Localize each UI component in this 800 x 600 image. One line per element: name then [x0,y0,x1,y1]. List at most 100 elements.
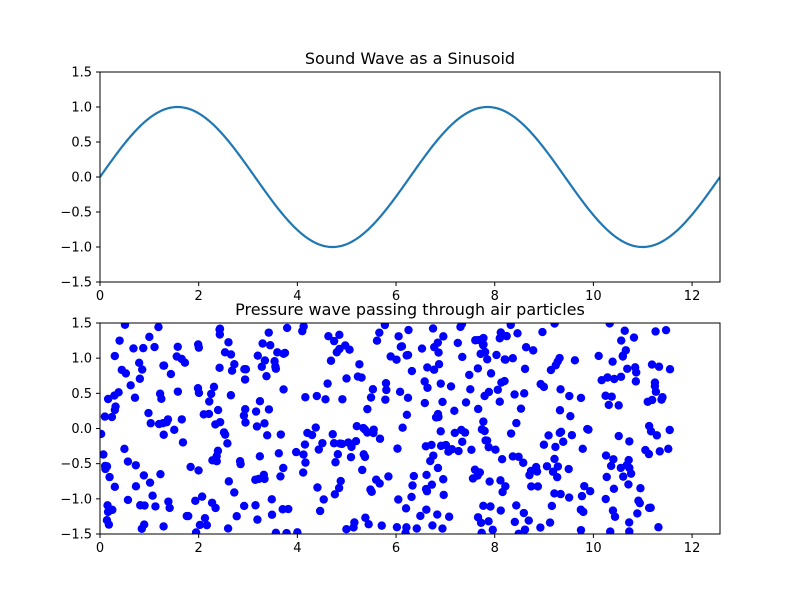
scatter-point [135,374,145,383]
scatter-point [154,323,163,332]
scatter-point [104,520,114,529]
scatter-point [481,436,490,445]
scatter-point [241,365,251,374]
scatter-point [260,419,269,428]
pressure-chart: 0 2 4 6 8 10 12 −1.5 −1.0 −0.5 0.0 0.5 1.0 1.5 Pressu… [60,300,721,557]
scatter-point [551,442,560,452]
scatter-point [114,388,123,397]
sinusoid-chart: Sound Wave as a Sinusoid 0 2 4 6 8 10 12 −1.5 −1… [60,49,721,304]
sinusoid-xtick-label: 12 [684,289,701,304]
sinusoid-xtick-label: 6 [392,289,400,304]
scatter-point [657,395,666,404]
scatter-point [564,464,573,474]
scatter-point [392,522,402,532]
scatter-point [260,474,269,484]
scatter-point [394,495,403,504]
scatter-point [476,349,485,359]
scatter-point [502,331,511,341]
scatter-point [577,491,587,501]
sinusoid-axes-frame [99,71,721,283]
scatter-point [427,440,436,450]
scatter-point [375,434,385,443]
scatter-point [664,444,673,454]
scatter-point [279,349,288,358]
scatter-point [266,341,275,350]
scatter-point [636,484,645,493]
scatter-point [282,323,292,333]
scatter-point [625,437,634,446]
scatter-point [501,482,510,491]
scatter-point [519,458,528,467]
scatter-point [555,353,564,363]
pressure-ticks: 0 2 4 6 8 10 12 −1.5 −1.0 −0.5 0.0 0.5 1.0 1.5 [60,317,700,557]
scatter-point [576,393,586,403]
scatter-point [458,437,467,446]
scatter-point [477,425,487,434]
scatter-point [412,524,421,533]
scatter-point [338,395,347,404]
scatter-point [253,515,262,524]
scatter-point [162,417,171,427]
scatter-point [271,362,280,371]
scatter-point [353,372,363,381]
scatter-point [230,488,239,497]
scatter-point [433,463,443,473]
scatter-point [643,397,652,406]
scatter-point [609,455,618,464]
scatter-point [145,332,154,342]
scatter-point [407,366,417,376]
scatter-point [377,521,386,530]
scatter-point [545,518,555,527]
scatter-point [467,445,476,455]
scatter-point [635,498,645,508]
scatter-point [251,475,260,484]
scatter-point [381,379,391,388]
scatter-point [631,377,641,386]
scatter-point [359,450,368,459]
scatter-point [157,394,166,404]
scatter-point [346,452,356,462]
scatter-point [624,518,634,527]
scatter-point [630,363,640,372]
scatter-point [576,525,586,534]
scatter-point [358,465,367,475]
scatter-point [496,506,505,515]
scatter-point [594,351,603,361]
scatter-point [610,374,619,384]
scatter-point [516,404,526,413]
scatter-point [512,501,521,510]
scatter-point [480,391,489,401]
scatter-point [279,463,288,473]
pressure-xtick-label: 6 [392,541,400,556]
scatter-point [276,472,285,481]
scatter-point [583,424,592,434]
scatter-point [271,528,281,534]
scatter-point [328,430,337,439]
scatter-point [423,383,432,392]
scatter-point [407,492,416,502]
scatter-point [315,506,325,516]
scatter-point [539,382,549,392]
scatter-point [548,467,558,476]
scatter-point [123,457,133,466]
scatter-point [215,417,225,427]
scatter-point [608,357,617,366]
scatter-point [182,511,191,521]
scatter-point [460,428,470,437]
scatter-point [369,425,378,434]
pressure-ytick-label: 1.5 [71,317,92,332]
scatter-point [140,501,149,510]
scatter-point [364,520,373,529]
scatter-point [601,494,610,504]
scatter-point [321,395,330,404]
scatter-point [251,501,260,510]
scatter-point [521,343,531,352]
scatter-point [644,421,654,431]
scatter-point [314,445,323,454]
scatter-point [186,462,195,472]
scatter-point [626,469,636,478]
scatter-point [351,437,361,446]
scatter-point [239,411,249,420]
scatter-point [111,402,120,411]
scatter-point [393,444,402,453]
